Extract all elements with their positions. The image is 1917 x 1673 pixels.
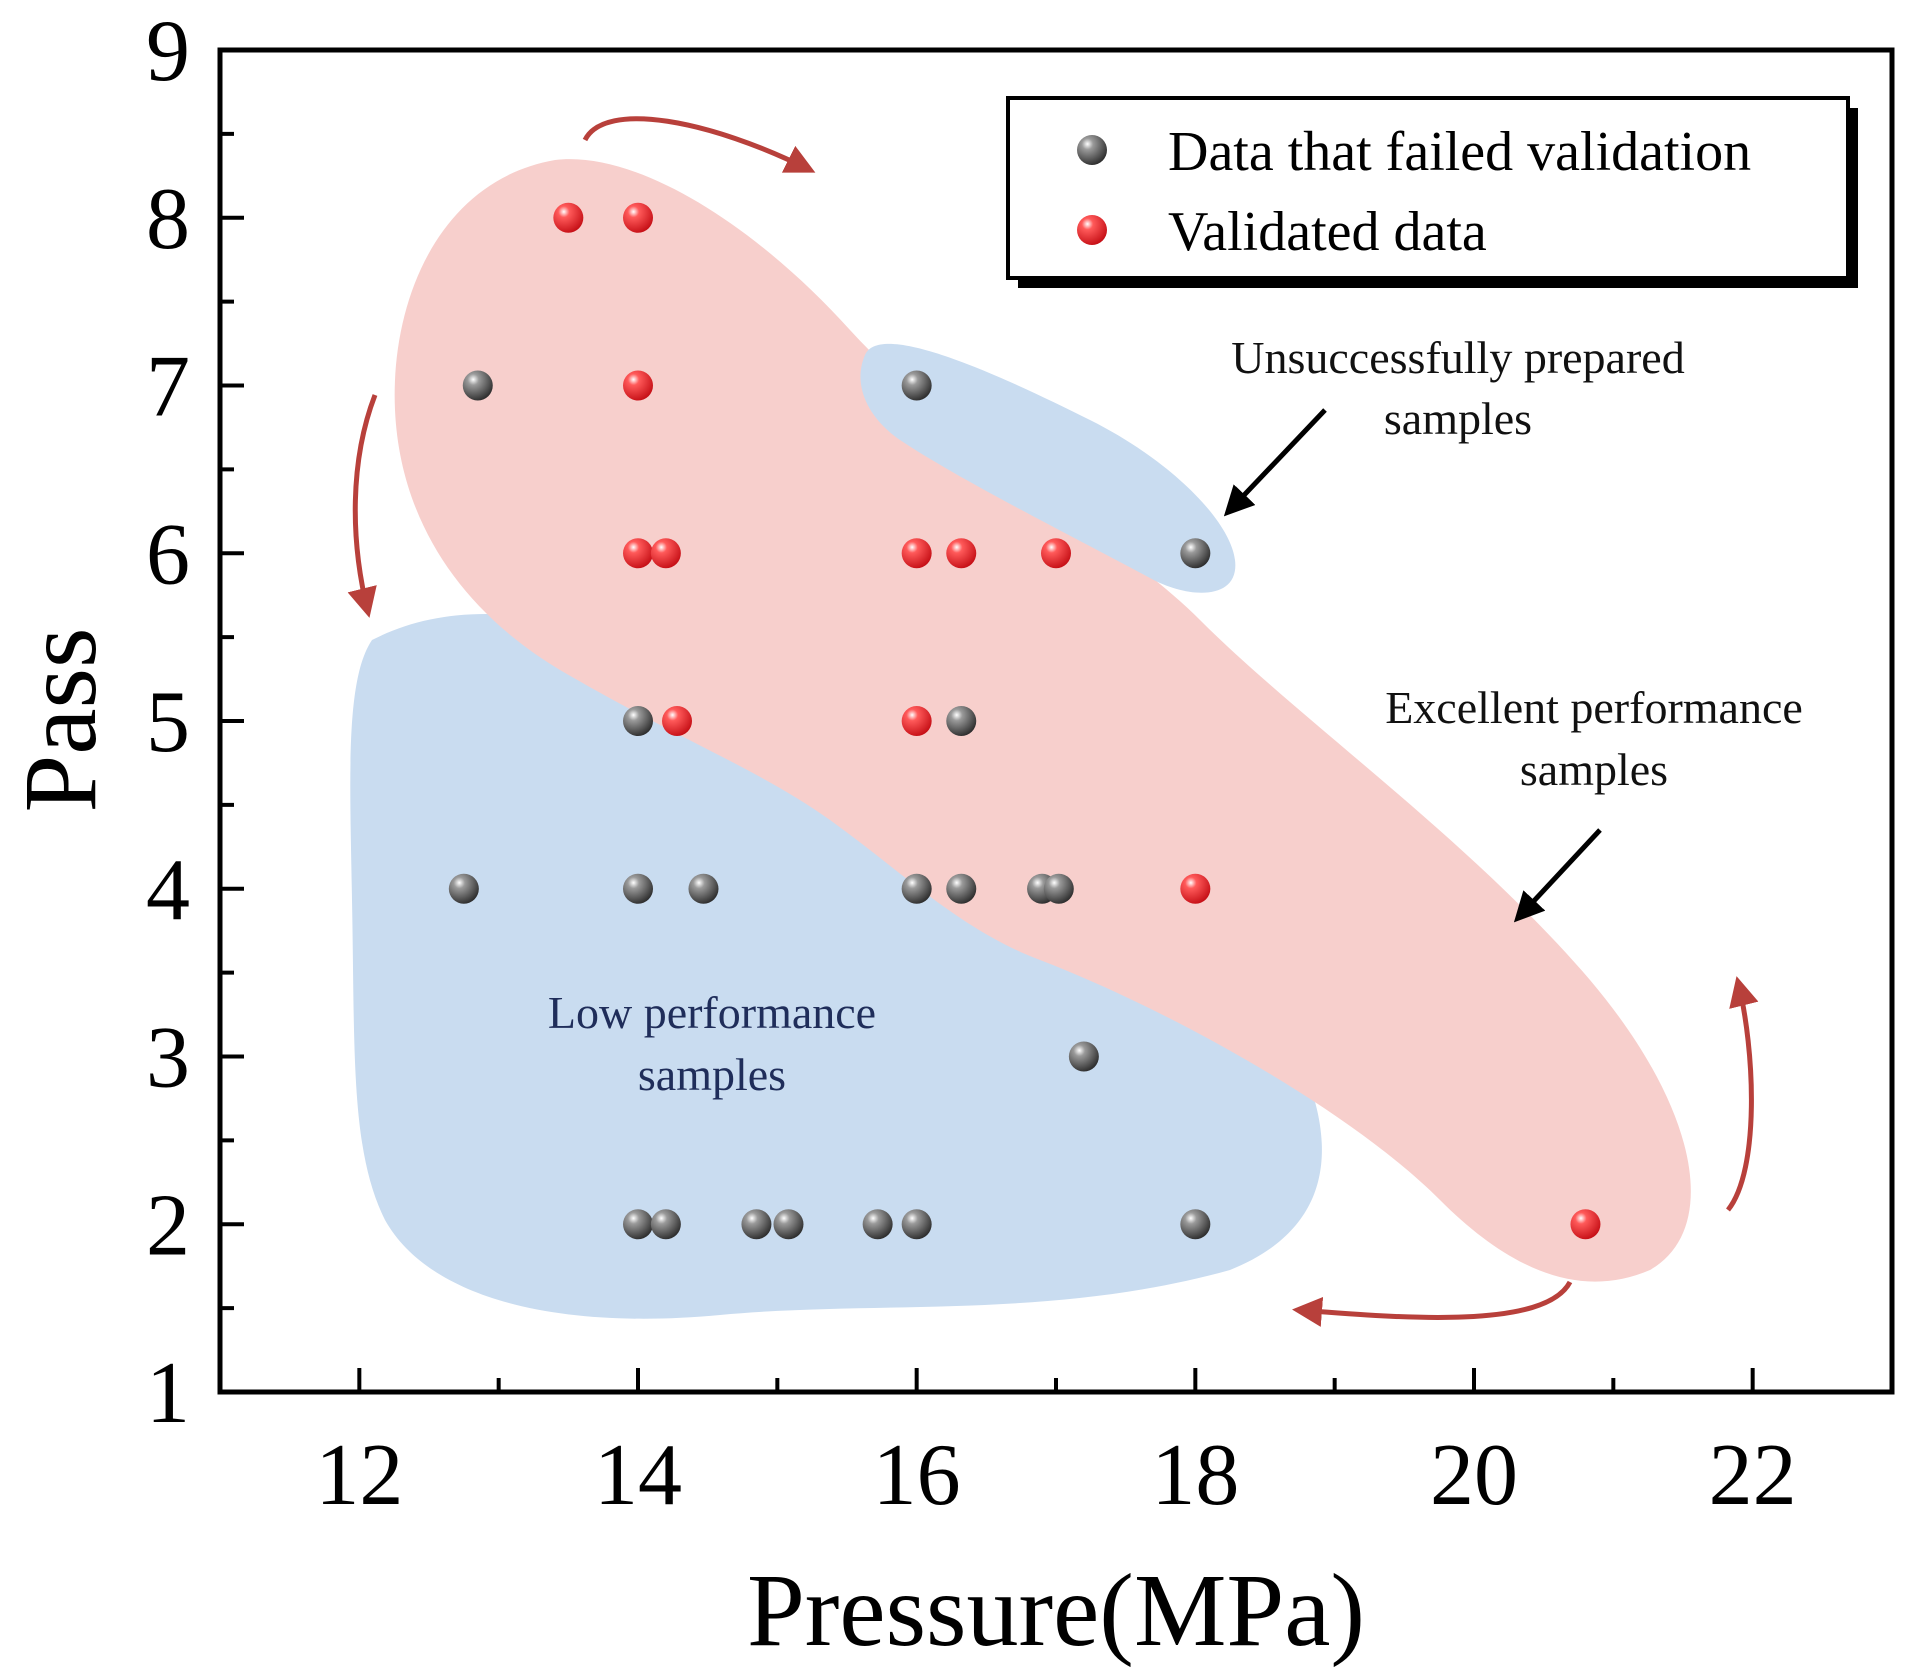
failed-validation-point [462,370,493,401]
failed-validation-point [1180,1209,1211,1240]
y-tick-label: 3 [146,1010,190,1107]
failed-validation-point [1043,873,1074,904]
failed-validation-point [741,1209,772,1240]
failed-validation-point [623,873,653,904]
validated-point [553,202,584,233]
legend-marker-failed [1077,135,1107,165]
axis-ticks [218,48,1894,1394]
validated-point [1180,873,1211,904]
annotation-unsuccessful-arrow [1223,408,1327,517]
failed-validation-point [650,1209,681,1240]
legend-box [1006,96,1850,280]
excellent-performance-region [394,159,1691,1282]
y-tick-label: 5 [146,674,190,771]
annotation-low: Low performance samples [548,987,876,1100]
y-tick-label: 4 [146,842,190,939]
annotation-low-line1: Low performance [548,987,876,1038]
legend-marker-validated [1077,215,1107,245]
validated-point [623,202,653,233]
arrow-bottom [1292,1280,1573,1327]
failed-validation-point [448,873,479,904]
validated-point [662,706,693,736]
y-tick-label: 6 [146,506,190,603]
validated-point [1570,1209,1601,1240]
annotation-low-line2: samples [638,1049,786,1100]
low-performance-region [350,614,1322,1319]
y-tick-label: 7 [146,339,190,436]
failed-validation-point [1180,538,1211,569]
failed-validation-point [946,706,977,736]
annotation-excellent: Excellent performance samples [1385,682,1803,923]
failed-validation-point [773,1209,804,1240]
legend: Data that failed validation Validated da… [1006,96,1858,288]
arrow-left [347,394,378,618]
validated-point [623,538,653,569]
x-tick-label: 16 [873,1427,961,1524]
x-tick-label: 20 [1430,1427,1518,1524]
annotation-unsuccessful-line1: Unsuccessfully prepared [1231,332,1684,383]
x-tick-label: 22 [1709,1427,1797,1524]
arrow-right [1726,976,1759,1212]
failed-validation-point [901,873,932,904]
y-tick-label: 9 [146,3,190,100]
data-points [448,202,1601,1240]
y-tick-label: 8 [146,171,190,268]
arrow-top [582,116,816,173]
annotation-unsuccessful-line2: samples [1384,393,1532,444]
x-tick-label: 12 [315,1427,403,1524]
failed-validation-point [688,873,719,904]
annotation-excellent-arrow [1513,828,1602,923]
y-axis-title: Pass [3,628,118,813]
annotation-unsuccessful: Unsuccessfully prepared samples [1223,332,1685,517]
failed-validation-point [901,370,932,401]
validated-point [650,538,681,569]
annotation-excellent-line1: Excellent performance [1385,682,1803,733]
x-tick-label: 14 [594,1427,682,1524]
legend-label-validated: Validated data [1168,201,1487,263]
validated-point [901,538,932,569]
failed-validation-point [946,873,977,904]
regions [350,159,1691,1319]
unsuccessful-region [860,343,1236,593]
y-tick-label: 2 [146,1177,190,1274]
validated-point [901,706,932,736]
x-tick-label: 18 [1151,1427,1239,1524]
y-tick-label: 1 [146,1345,190,1442]
failed-validation-point [901,1209,932,1240]
x-axis-title: Pressure(MPa) [747,1553,1365,1668]
failed-validation-point [623,1209,653,1240]
annotation-excellent-line2: samples [1520,744,1668,795]
validated-point [1041,538,1071,569]
failed-validation-point [623,706,653,736]
failed-validation-point [862,1209,893,1240]
decorative-arrows [347,116,1759,1327]
failed-validation-point [1068,1041,1099,1072]
validated-point [946,538,977,569]
validated-point [623,370,653,401]
legend-label-failed: Data that failed validation [1168,121,1751,183]
